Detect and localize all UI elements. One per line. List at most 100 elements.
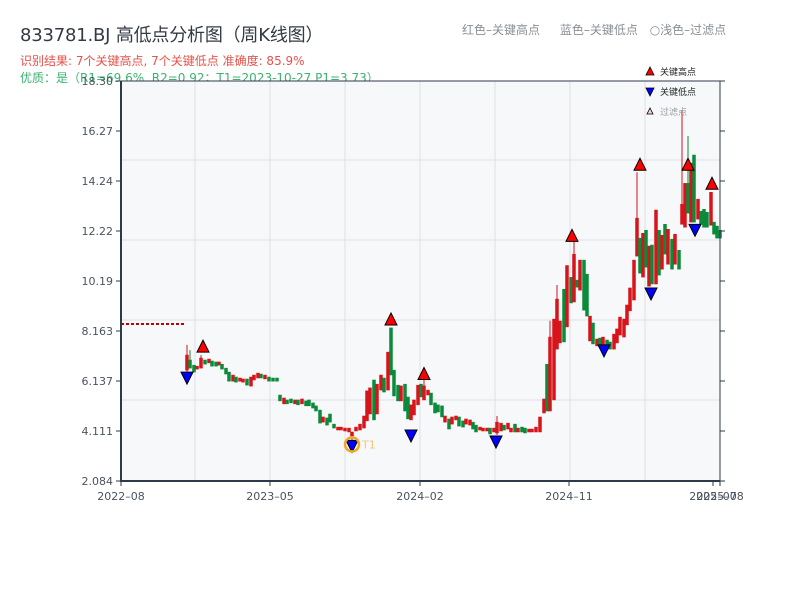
- candle-down: [591, 322, 595, 345]
- candle-up: [199, 357, 203, 369]
- candle-up: [654, 209, 658, 285]
- candle-up: [696, 198, 700, 220]
- candle-up: [615, 328, 619, 344]
- candle-up: [492, 427, 496, 433]
- candle-up: [666, 228, 670, 265]
- candle-up: [386, 351, 390, 391]
- key-high-triangle-icon: [565, 228, 579, 242]
- y-tick-label: 16.27: [82, 125, 114, 138]
- candle-down: [585, 273, 589, 317]
- candle-down: [419, 383, 423, 398]
- candle-up: [530, 428, 534, 433]
- candles: [185, 110, 722, 441]
- y-tick-label: 12.22: [82, 225, 114, 238]
- candle-up: [399, 385, 403, 402]
- candle-down: [296, 399, 300, 406]
- candle-up: [538, 416, 542, 433]
- t1-circle-icon: [343, 436, 361, 453]
- legend-low-icon: [645, 87, 655, 97]
- candle-down: [203, 359, 207, 365]
- candle-down: [670, 238, 674, 270]
- candle-down: [325, 417, 329, 426]
- candle-down: [403, 383, 407, 412]
- candle-up: [632, 259, 636, 301]
- candle-up: [347, 427, 351, 433]
- key-high-triangle-icon: [196, 338, 210, 353]
- key-high-triangle-icon: [417, 366, 431, 380]
- y-tick-label: 18.30: [82, 75, 114, 88]
- candle-up: [509, 427, 513, 433]
- y-tick-label: 6.137: [82, 375, 114, 388]
- candle-up: [485, 427, 489, 432]
- candle-down: [278, 394, 282, 402]
- candle-down: [318, 409, 322, 424]
- candle-up: [673, 233, 677, 265]
- candle-down: [307, 399, 311, 407]
- candle-up: [195, 365, 199, 370]
- candle-down: [372, 379, 376, 421]
- candle-down: [582, 259, 586, 311]
- legend-label: 关键高点: [660, 66, 696, 78]
- candle-up: [558, 320, 562, 344]
- grid-lines: [121, 81, 720, 481]
- candle-down: [227, 371, 231, 382]
- candle-down: [471, 421, 475, 430]
- candle-down: [304, 400, 308, 407]
- candle-down: [705, 211, 709, 228]
- t1-label: T1: [361, 438, 376, 451]
- candle-up: [527, 428, 531, 433]
- candle-down: [271, 377, 275, 382]
- legend-filtered-icon: [646, 107, 654, 115]
- candle-up: [412, 399, 416, 416]
- candle-down: [663, 224, 667, 255]
- candle-up: [293, 399, 297, 405]
- light-legend-text: ○浅色–过滤点: [649, 23, 727, 37]
- y-tick-label: 8.163: [82, 325, 114, 338]
- candle-up: [578, 259, 582, 291]
- candle-up: [282, 397, 286, 405]
- candle-down: [396, 384, 400, 402]
- candle-up: [422, 385, 426, 401]
- candle-up: [249, 376, 253, 387]
- candle-up: [468, 419, 472, 426]
- candle-down: [644, 229, 648, 268]
- candle-down: [699, 210, 703, 225]
- candle-up: [481, 427, 485, 432]
- candle-down: [702, 209, 706, 228]
- candle-down: [686, 183, 690, 214]
- key-low-triangle-icon: [404, 429, 418, 444]
- candle-up: [478, 426, 482, 431]
- x-tick-label: 2023–05: [246, 490, 294, 503]
- candle-up: [680, 204, 684, 225]
- candle-up: [365, 390, 369, 422]
- candle-down: [461, 420, 465, 428]
- candle-down: [638, 237, 642, 274]
- candle-up: [362, 415, 366, 429]
- x-tick-label: 2025–07: [689, 490, 737, 503]
- axes: 2.084 4.111 6.137 8.163 10.19 12.22 14.24 16.27…: [82, 75, 744, 503]
- red-legend-text: 红色–关键高点: [462, 23, 541, 37]
- candle-down: [575, 279, 579, 288]
- candle-down: [382, 377, 386, 393]
- candle-down: [692, 154, 696, 223]
- candle-down: [220, 363, 224, 370]
- candle-down: [715, 225, 719, 239]
- candle-down: [712, 221, 716, 235]
- candle-up: [588, 315, 592, 342]
- candle-down: [192, 364, 196, 373]
- candle-up: [555, 298, 559, 350]
- candle-down: [513, 423, 517, 433]
- candle-up: [336, 426, 340, 431]
- candle-up: [185, 354, 189, 371]
- candle-up: [409, 404, 413, 421]
- chart-title: 833781.BJ 高低点分析图（周K线图）: [20, 25, 324, 46]
- candle-up: [542, 398, 546, 414]
- candle-down: [440, 405, 444, 418]
- candle-down: [234, 376, 238, 383]
- candle-up: [516, 427, 520, 433]
- candle-up: [379, 374, 383, 391]
- key-high-triangle-icon: [681, 157, 695, 171]
- candle-down: [677, 249, 681, 270]
- candle-down: [523, 427, 527, 434]
- candle-up: [238, 377, 242, 382]
